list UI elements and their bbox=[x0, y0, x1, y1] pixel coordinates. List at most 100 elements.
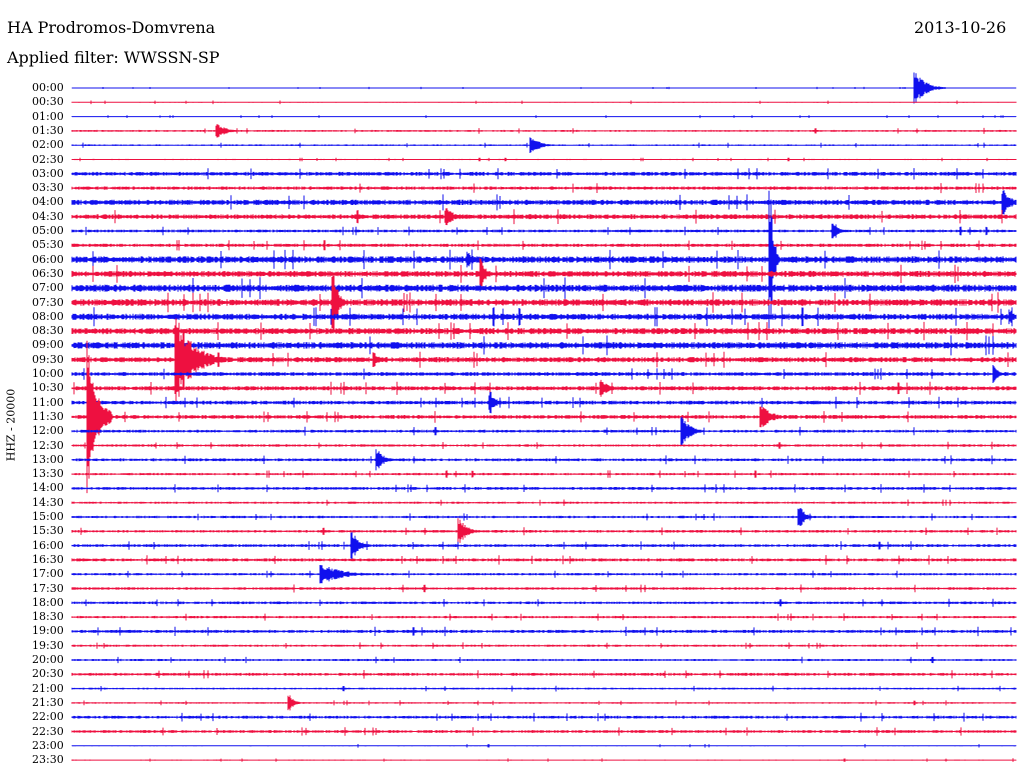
trace-row-0000 bbox=[71, 72, 1017, 104]
trace-row-1930 bbox=[71, 642, 1017, 649]
time-label: 11:30 bbox=[32, 409, 64, 423]
time-label: 06:00 bbox=[32, 252, 64, 266]
time-label: 21:00 bbox=[32, 681, 64, 695]
trace-row-1430 bbox=[71, 499, 1017, 506]
trace-row-1300 bbox=[71, 449, 1017, 471]
trace-row-1330 bbox=[71, 470, 1017, 478]
time-label: 16:00 bbox=[32, 538, 64, 552]
trace-row-1130 bbox=[71, 340, 1017, 494]
trace-row-0100 bbox=[71, 115, 1017, 119]
trace-row-1830 bbox=[71, 613, 1017, 621]
time-label: 00:00 bbox=[32, 81, 64, 94]
trace-row-0200 bbox=[71, 137, 1017, 153]
trace-row-2230 bbox=[71, 727, 1017, 736]
trace-row-1500 bbox=[71, 508, 1017, 526]
trace-row-1100 bbox=[71, 391, 1017, 414]
time-label: 09:30 bbox=[32, 352, 64, 366]
trace-row-1530 bbox=[71, 518, 1017, 545]
trace-row-2130 bbox=[71, 695, 1017, 711]
time-label: 06:30 bbox=[32, 266, 64, 280]
time-label: 08:30 bbox=[32, 324, 64, 338]
time-label: 22:30 bbox=[32, 724, 64, 738]
trace-row-2200 bbox=[71, 712, 1017, 722]
time-label: 20:30 bbox=[32, 667, 64, 681]
trace-row-0900 bbox=[71, 335, 1017, 356]
time-axis-labels: 00:00 00:30 01:00 01:30 02:00 02:30 03:00 03:30… bbox=[0, 0, 64, 780]
time-label: 05:00 bbox=[32, 224, 64, 237]
trace-row-2300 bbox=[71, 744, 1017, 748]
time-label: 15:00 bbox=[32, 510, 64, 523]
time-label: 04:00 bbox=[32, 195, 64, 209]
time-label: 11:00 bbox=[32, 395, 64, 409]
trace-row-1200 bbox=[71, 416, 1017, 446]
time-label: 04:30 bbox=[32, 209, 64, 223]
time-label: 17:30 bbox=[32, 581, 64, 595]
trace-row-0600 bbox=[71, 190, 1017, 329]
trace-row-1730 bbox=[71, 584, 1017, 593]
trace-row-1230 bbox=[71, 441, 1017, 450]
trace-row-1630 bbox=[71, 555, 1017, 565]
trace-row-2000 bbox=[71, 656, 1017, 664]
trace-row-0930 bbox=[71, 318, 1017, 401]
trace-row-1600 bbox=[71, 532, 1017, 559]
trace-row-0300 bbox=[71, 168, 1017, 180]
trace-row-0700 bbox=[71, 277, 1017, 300]
time-label: 07:00 bbox=[32, 281, 64, 295]
filter-label: Applied filter: WWSSN-SP bbox=[7, 48, 220, 67]
time-label: 12:00 bbox=[32, 424, 64, 438]
trace-row-0630 bbox=[71, 258, 1017, 290]
time-label: 02:30 bbox=[32, 152, 64, 166]
trace-row-0800 bbox=[71, 307, 1017, 327]
trace-row-0230 bbox=[71, 157, 1017, 162]
time-label: 03:30 bbox=[32, 181, 64, 195]
trace-row-0530 bbox=[71, 240, 1017, 251]
time-label: 14:30 bbox=[32, 495, 64, 509]
trace-row-0430 bbox=[71, 208, 1017, 226]
trace-row-0400 bbox=[71, 190, 1017, 215]
time-label: 10:00 bbox=[32, 367, 64, 380]
trace-row-1800 bbox=[71, 598, 1017, 607]
time-label: 09:00 bbox=[32, 338, 64, 352]
time-label: 02:00 bbox=[32, 138, 64, 152]
time-label: 01:00 bbox=[32, 109, 64, 123]
trace-row-1900 bbox=[71, 626, 1017, 637]
time-label: 17:00 bbox=[32, 567, 64, 581]
trace-row-0330 bbox=[71, 183, 1017, 194]
time-label: 12:30 bbox=[32, 438, 64, 452]
time-label: 21:30 bbox=[32, 695, 64, 709]
time-label: 20:00 bbox=[32, 653, 64, 666]
time-label: 14:00 bbox=[32, 481, 64, 495]
trace-row-1400 bbox=[71, 484, 1017, 493]
trace-row-0030 bbox=[71, 100, 1017, 105]
time-label: 19:00 bbox=[32, 624, 64, 638]
time-label: 19:30 bbox=[32, 638, 64, 652]
time-label: 22:00 bbox=[32, 710, 64, 724]
trace-row-0830 bbox=[71, 321, 1017, 341]
time-label: 18:00 bbox=[32, 595, 64, 609]
time-label: 03:00 bbox=[32, 166, 64, 180]
time-label: 23:30 bbox=[32, 753, 64, 767]
time-label: 08:00 bbox=[32, 309, 64, 323]
time-label: 07:30 bbox=[32, 295, 64, 309]
trace-row-0130 bbox=[71, 124, 1017, 138]
trace-row-2100 bbox=[71, 685, 1017, 692]
trace-row-2030 bbox=[71, 670, 1017, 679]
time-label: 00:30 bbox=[32, 95, 64, 109]
time-label: 13:30 bbox=[32, 467, 64, 481]
trace-row-1700 bbox=[71, 565, 1017, 584]
time-label: 18:30 bbox=[32, 610, 64, 624]
trace-row-1000 bbox=[71, 365, 1017, 383]
time-label: 15:30 bbox=[32, 524, 64, 538]
time-label: 10:30 bbox=[32, 381, 64, 395]
trace-row-2330 bbox=[71, 758, 1017, 762]
station-title: HA Prodromos-Domvrena bbox=[7, 18, 216, 37]
time-label: 23:00 bbox=[32, 738, 64, 752]
trace-row-0500 bbox=[71, 223, 1017, 239]
time-label: 13:00 bbox=[32, 452, 64, 466]
date-label: 2013-10-26 bbox=[914, 18, 1007, 37]
time-label: 05:30 bbox=[32, 238, 64, 252]
time-label: 16:30 bbox=[32, 552, 64, 566]
time-label: 01:30 bbox=[32, 123, 64, 137]
trace-row-1030 bbox=[71, 379, 1017, 397]
